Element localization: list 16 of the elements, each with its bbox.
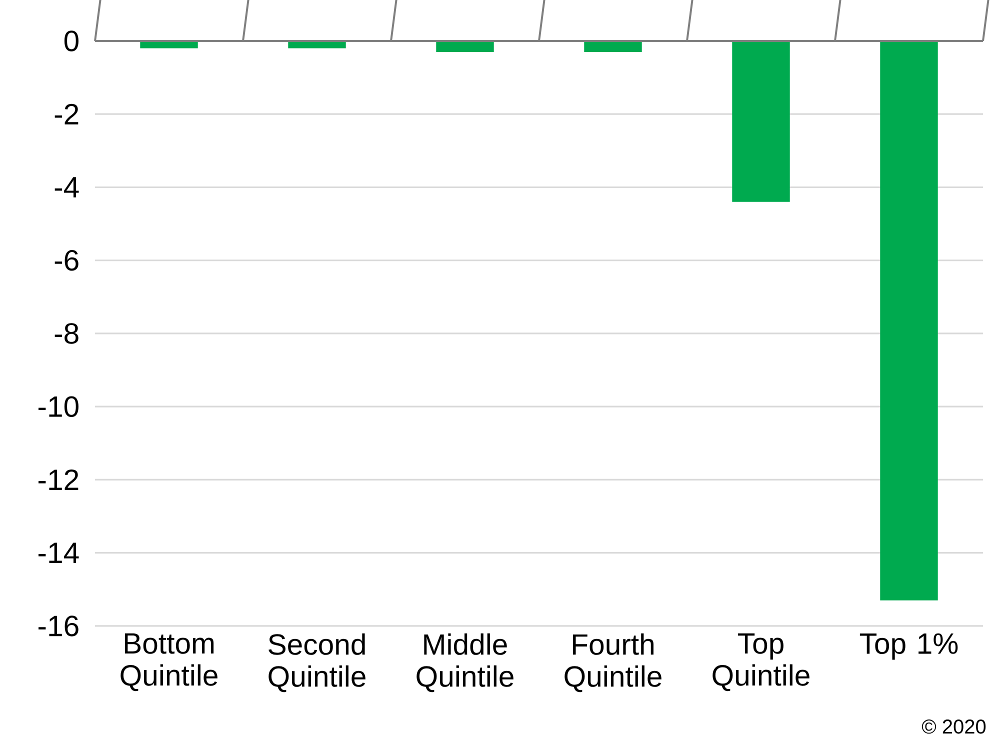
y-tick-label: -6 xyxy=(54,250,78,271)
x-tick-label: Middle Quintile xyxy=(416,633,514,692)
y-tick-label: -8 xyxy=(54,323,78,344)
y-tick-label: -16 xyxy=(38,616,78,636)
x-tick-label: Top Quintile xyxy=(712,633,810,692)
x-tick-label: Bottom Quintile xyxy=(120,633,218,692)
y-tick-label: -4 xyxy=(54,177,79,198)
x-tick-label: Top 1% xyxy=(860,633,958,660)
y-tick-label: -2 xyxy=(54,104,78,124)
y-tick-label: -12 xyxy=(38,469,78,490)
y-tick-label: -10 xyxy=(38,396,78,417)
x-tick-label: Fourth Quintile xyxy=(564,633,662,692)
text: © 2020 xyxy=(922,720,986,734)
x-tick-label: Second Quintile xyxy=(268,633,366,692)
y-tick-label: -14 xyxy=(38,542,79,563)
y-tick-label: 0 xyxy=(64,30,78,52)
